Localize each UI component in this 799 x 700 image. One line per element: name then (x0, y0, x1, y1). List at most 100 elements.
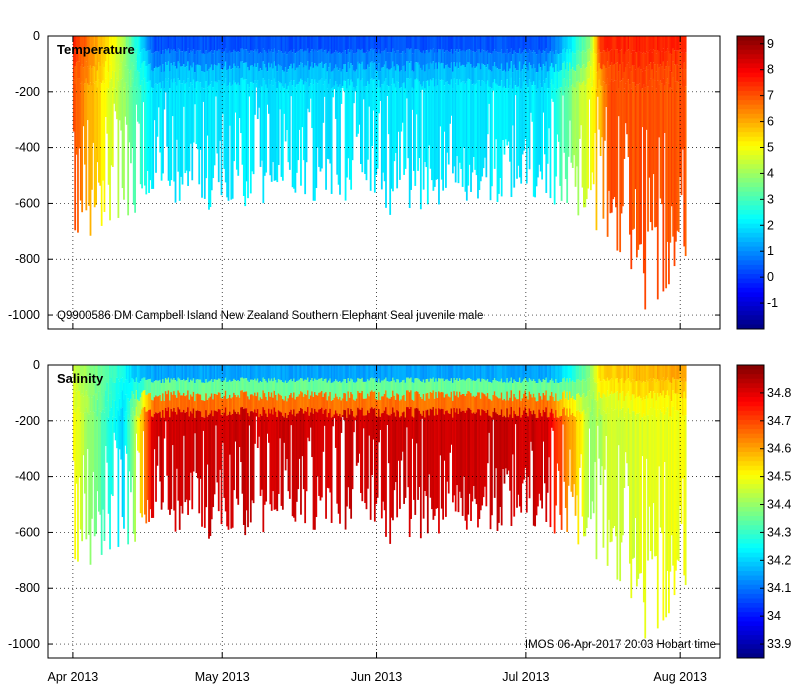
profile-cell (280, 412, 283, 506)
profile-cell (668, 412, 670, 614)
profile-cell (617, 71, 620, 89)
profile-cell (81, 365, 84, 380)
profile-cell (531, 381, 534, 398)
profile-cell (683, 378, 686, 392)
profile-cell (234, 82, 237, 113)
profile-cell (535, 418, 538, 516)
profile-cell (578, 380, 581, 396)
profile-cell (599, 397, 602, 415)
profile-cell (241, 390, 244, 407)
profile-cell (72, 36, 75, 50)
profile-cell (298, 379, 301, 395)
profile-cell (362, 415, 365, 429)
profile-cell (293, 80, 295, 189)
profile-cell (279, 50, 281, 66)
profile-cell (142, 377, 145, 391)
profile-cell (376, 87, 379, 169)
profile-cell (142, 78, 145, 103)
profile-cell (230, 36, 233, 53)
profile-cell (203, 383, 206, 401)
profile-cell (138, 72, 141, 89)
profile-cell (199, 411, 202, 479)
colorbar-swatch (737, 242, 764, 248)
profile-cell (599, 414, 602, 486)
profile-cell (645, 83, 648, 130)
profile-cell (265, 36, 268, 52)
profile-cell (596, 53, 599, 72)
profile-cell (104, 78, 107, 118)
profile-cell (574, 36, 577, 54)
profile-cell (288, 82, 291, 170)
profile-cell (300, 78, 302, 186)
profile-cell (110, 390, 113, 408)
profile-cell (216, 365, 219, 380)
profile-cell (559, 87, 562, 186)
profile-cell (516, 416, 518, 508)
profile-cell (230, 398, 233, 416)
colorbar-tick-label: 34.8 (767, 386, 791, 400)
profile-cell (361, 377, 364, 391)
profile-cell (134, 86, 137, 213)
profile-cell (658, 396, 661, 414)
profile-cell (379, 87, 382, 101)
profile-cell (426, 63, 429, 81)
profile-cell (142, 61, 145, 79)
profile-cell (205, 393, 208, 411)
colorbar-swatch (737, 410, 764, 416)
profile-cell (162, 50, 164, 65)
profile-cell (353, 416, 355, 433)
colorbar-swatch (737, 127, 764, 133)
profile-cell (183, 393, 185, 410)
profile-cell (78, 390, 81, 408)
profile-cell (404, 88, 407, 169)
profile-cell (417, 408, 419, 500)
profile-cell (514, 52, 517, 69)
profile-cell (433, 415, 436, 516)
profile-cell (368, 413, 371, 436)
profile-cell (454, 365, 457, 381)
profile-cell (346, 72, 348, 89)
profile-cell (605, 381, 608, 398)
profile-cell (380, 51, 383, 68)
profile-cell (589, 380, 592, 396)
profile-cell (635, 68, 638, 85)
profile-cell (564, 381, 567, 399)
profile-cell (589, 51, 592, 67)
profile-cell (323, 393, 326, 411)
profile-cell (336, 36, 339, 52)
colorbar-tick-label: 8 (767, 63, 774, 77)
profile-cell (659, 409, 662, 528)
profile-cell (116, 390, 118, 408)
profile-cell (481, 49, 484, 64)
profile-cell (337, 415, 340, 514)
profile-cell (79, 83, 82, 201)
profile-cell (146, 394, 149, 412)
profile-cell (176, 85, 178, 140)
temperature-data-layer (72, 36, 687, 310)
profile-cell (166, 65, 169, 82)
profile-cell (640, 381, 642, 399)
profile-cell (97, 378, 100, 392)
profile-cell (148, 50, 150, 65)
profile-cell (311, 79, 314, 129)
profile-cell (645, 365, 648, 381)
profile-cell (523, 393, 525, 411)
profile-cell (82, 51, 85, 68)
profile-cell (471, 51, 474, 68)
profile-cell (386, 36, 389, 53)
profile-cell (195, 393, 198, 411)
profile-cell (584, 397, 587, 415)
profile-cell (348, 85, 351, 180)
profile-cell (447, 365, 450, 381)
colorbar-swatch (737, 306, 764, 312)
profile-cell (620, 36, 623, 50)
profile-cell (375, 69, 378, 87)
profile-cell (436, 381, 439, 398)
profile-cell (681, 365, 684, 382)
profile-cell (281, 382, 284, 400)
profile-cell (131, 49, 134, 62)
profile-cell (595, 72, 598, 89)
profile-cell (228, 365, 231, 380)
profile-cell (333, 52, 336, 69)
profile-cell (550, 62, 553, 80)
